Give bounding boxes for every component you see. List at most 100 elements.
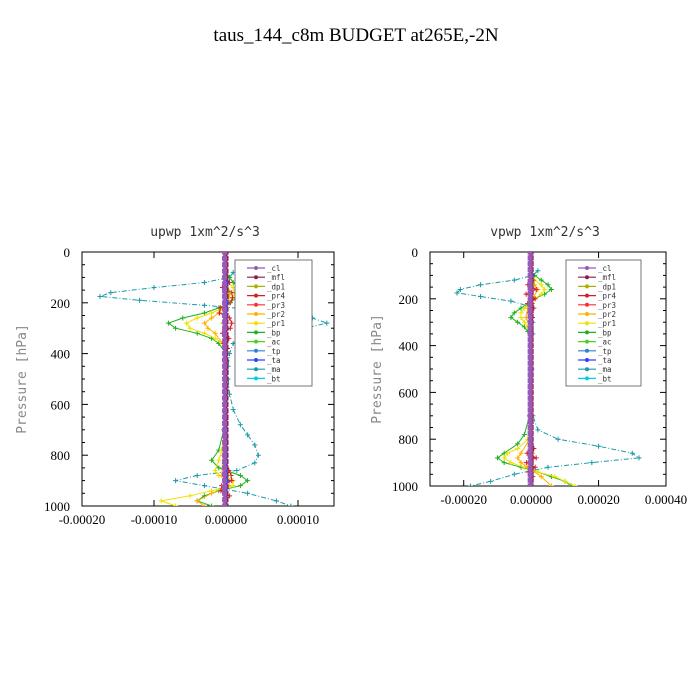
legend-label-ma: _ma: [598, 365, 612, 374]
point-cl: [527, 337, 533, 343]
legend-label-bp: _bp: [267, 328, 281, 337]
point-cl: [222, 338, 228, 344]
point-ma: [511, 471, 517, 477]
point-cl: [222, 414, 228, 420]
point-ma: [173, 478, 179, 484]
point-pr4: [229, 478, 235, 484]
point-ma: [508, 298, 514, 304]
x-tick-label: -0.00020: [440, 492, 487, 507]
y-tick-label: 1000: [392, 479, 418, 494]
panel-1: upwp 1xm^2/s^3 Pressure [hPa] 0 200 400 600 80…: [15, 225, 335, 527]
point-pr2: [538, 474, 544, 480]
x-tick-label: 0.00000: [205, 512, 247, 527]
point-cl: [527, 272, 533, 278]
point-cl: [222, 313, 228, 318]
legend-label-cl: _cl: [598, 264, 612, 273]
point-cl: [222, 300, 228, 306]
point-cl: [527, 425, 533, 430]
point-cl: [222, 471, 228, 477]
point-ma: [324, 320, 330, 326]
point-ma: [535, 268, 541, 274]
y-tick-label: 400: [51, 347, 71, 362]
point-cl: [222, 274, 228, 280]
point-cl: [222, 370, 228, 376]
legend-label-ma: _ma: [267, 365, 281, 374]
point-ma: [545, 464, 551, 470]
point-ma: [629, 450, 635, 456]
point-cl: [222, 306, 228, 312]
point-cl: [222, 446, 228, 452]
point-cl: [527, 252, 533, 255]
x-tick-label: 0.00000: [510, 492, 552, 507]
point-pr1: [209, 310, 215, 316]
legend-marker-cl: [585, 266, 589, 270]
legend-marker-dp1: [585, 284, 589, 289]
point-ma: [97, 293, 103, 299]
panel-2: vpwp 1xm^2/s^3 Pressure [hPa] 0 200 400 600 80…: [370, 225, 687, 507]
point-cl: [222, 465, 228, 471]
point-cl: [222, 357, 228, 363]
point-pr2: [201, 320, 207, 326]
legend-marker-pr4: [585, 293, 589, 298]
point-cl: [222, 452, 228, 458]
point-bp: [194, 330, 200, 336]
point-cl: [527, 401, 533, 407]
point-cl: [527, 483, 533, 486]
point-ma: [636, 455, 642, 461]
legend-label-tp: _tp: [267, 347, 281, 356]
point-ma: [589, 460, 595, 466]
y-tick-label: 800: [51, 448, 71, 463]
point-pr2: [518, 450, 524, 456]
point-cl: [527, 284, 533, 290]
legend-marker-pr1: [254, 321, 258, 326]
point-pr1: [538, 282, 544, 288]
point-ma: [151, 285, 157, 291]
point-cl: [527, 442, 533, 448]
y-tick-label: 1000: [44, 499, 70, 514]
point-cl: [222, 252, 228, 255]
point-ma: [488, 478, 494, 484]
point-cl: [222, 490, 228, 496]
point-cl: [222, 459, 228, 465]
y-tick-label: 600: [51, 397, 71, 412]
point-ma: [252, 442, 258, 448]
point-pr1: [518, 310, 524, 316]
legend-label-mfl: _mfl: [267, 273, 285, 282]
point-bp: [165, 320, 171, 326]
point-cl: [222, 255, 228, 261]
point-ma: [255, 452, 261, 458]
point-cl: [527, 436, 533, 442]
point-pr1: [518, 315, 524, 321]
point-cl: [222, 389, 228, 395]
point-pr1: [572, 483, 578, 486]
point-cl: [222, 401, 228, 407]
point-cl: [527, 302, 533, 308]
point-ma: [245, 490, 251, 496]
legend-label-bt: _bt: [598, 374, 612, 383]
point-pr1: [515, 446, 521, 452]
point-pr2: [201, 503, 207, 506]
point-ma: [555, 436, 561, 442]
legend-marker-pr3: [254, 302, 258, 307]
point-ma: [467, 483, 473, 486]
point-pr1: [505, 450, 511, 456]
point-cl: [527, 308, 533, 313]
point-bp: [209, 457, 215, 463]
point-cl: [527, 366, 533, 372]
point-pr2: [515, 455, 521, 461]
point-cl: [527, 395, 533, 401]
point-ma: [108, 290, 114, 296]
point-cl: [222, 503, 228, 506]
point-ma: [227, 391, 233, 397]
legend-label-pr2: _pr2: [598, 310, 616, 319]
point-cl: [527, 325, 533, 331]
point-cl: [527, 389, 533, 395]
point-bp: [515, 319, 521, 325]
panel-title: vpwp 1xm^2/s^3: [490, 225, 600, 240]
legend-label-pr1: _pr1: [267, 319, 285, 328]
point-cl: [527, 348, 533, 354]
point-pr1: [521, 319, 527, 325]
point-pr2: [518, 460, 524, 466]
point-cl: [222, 420, 228, 426]
